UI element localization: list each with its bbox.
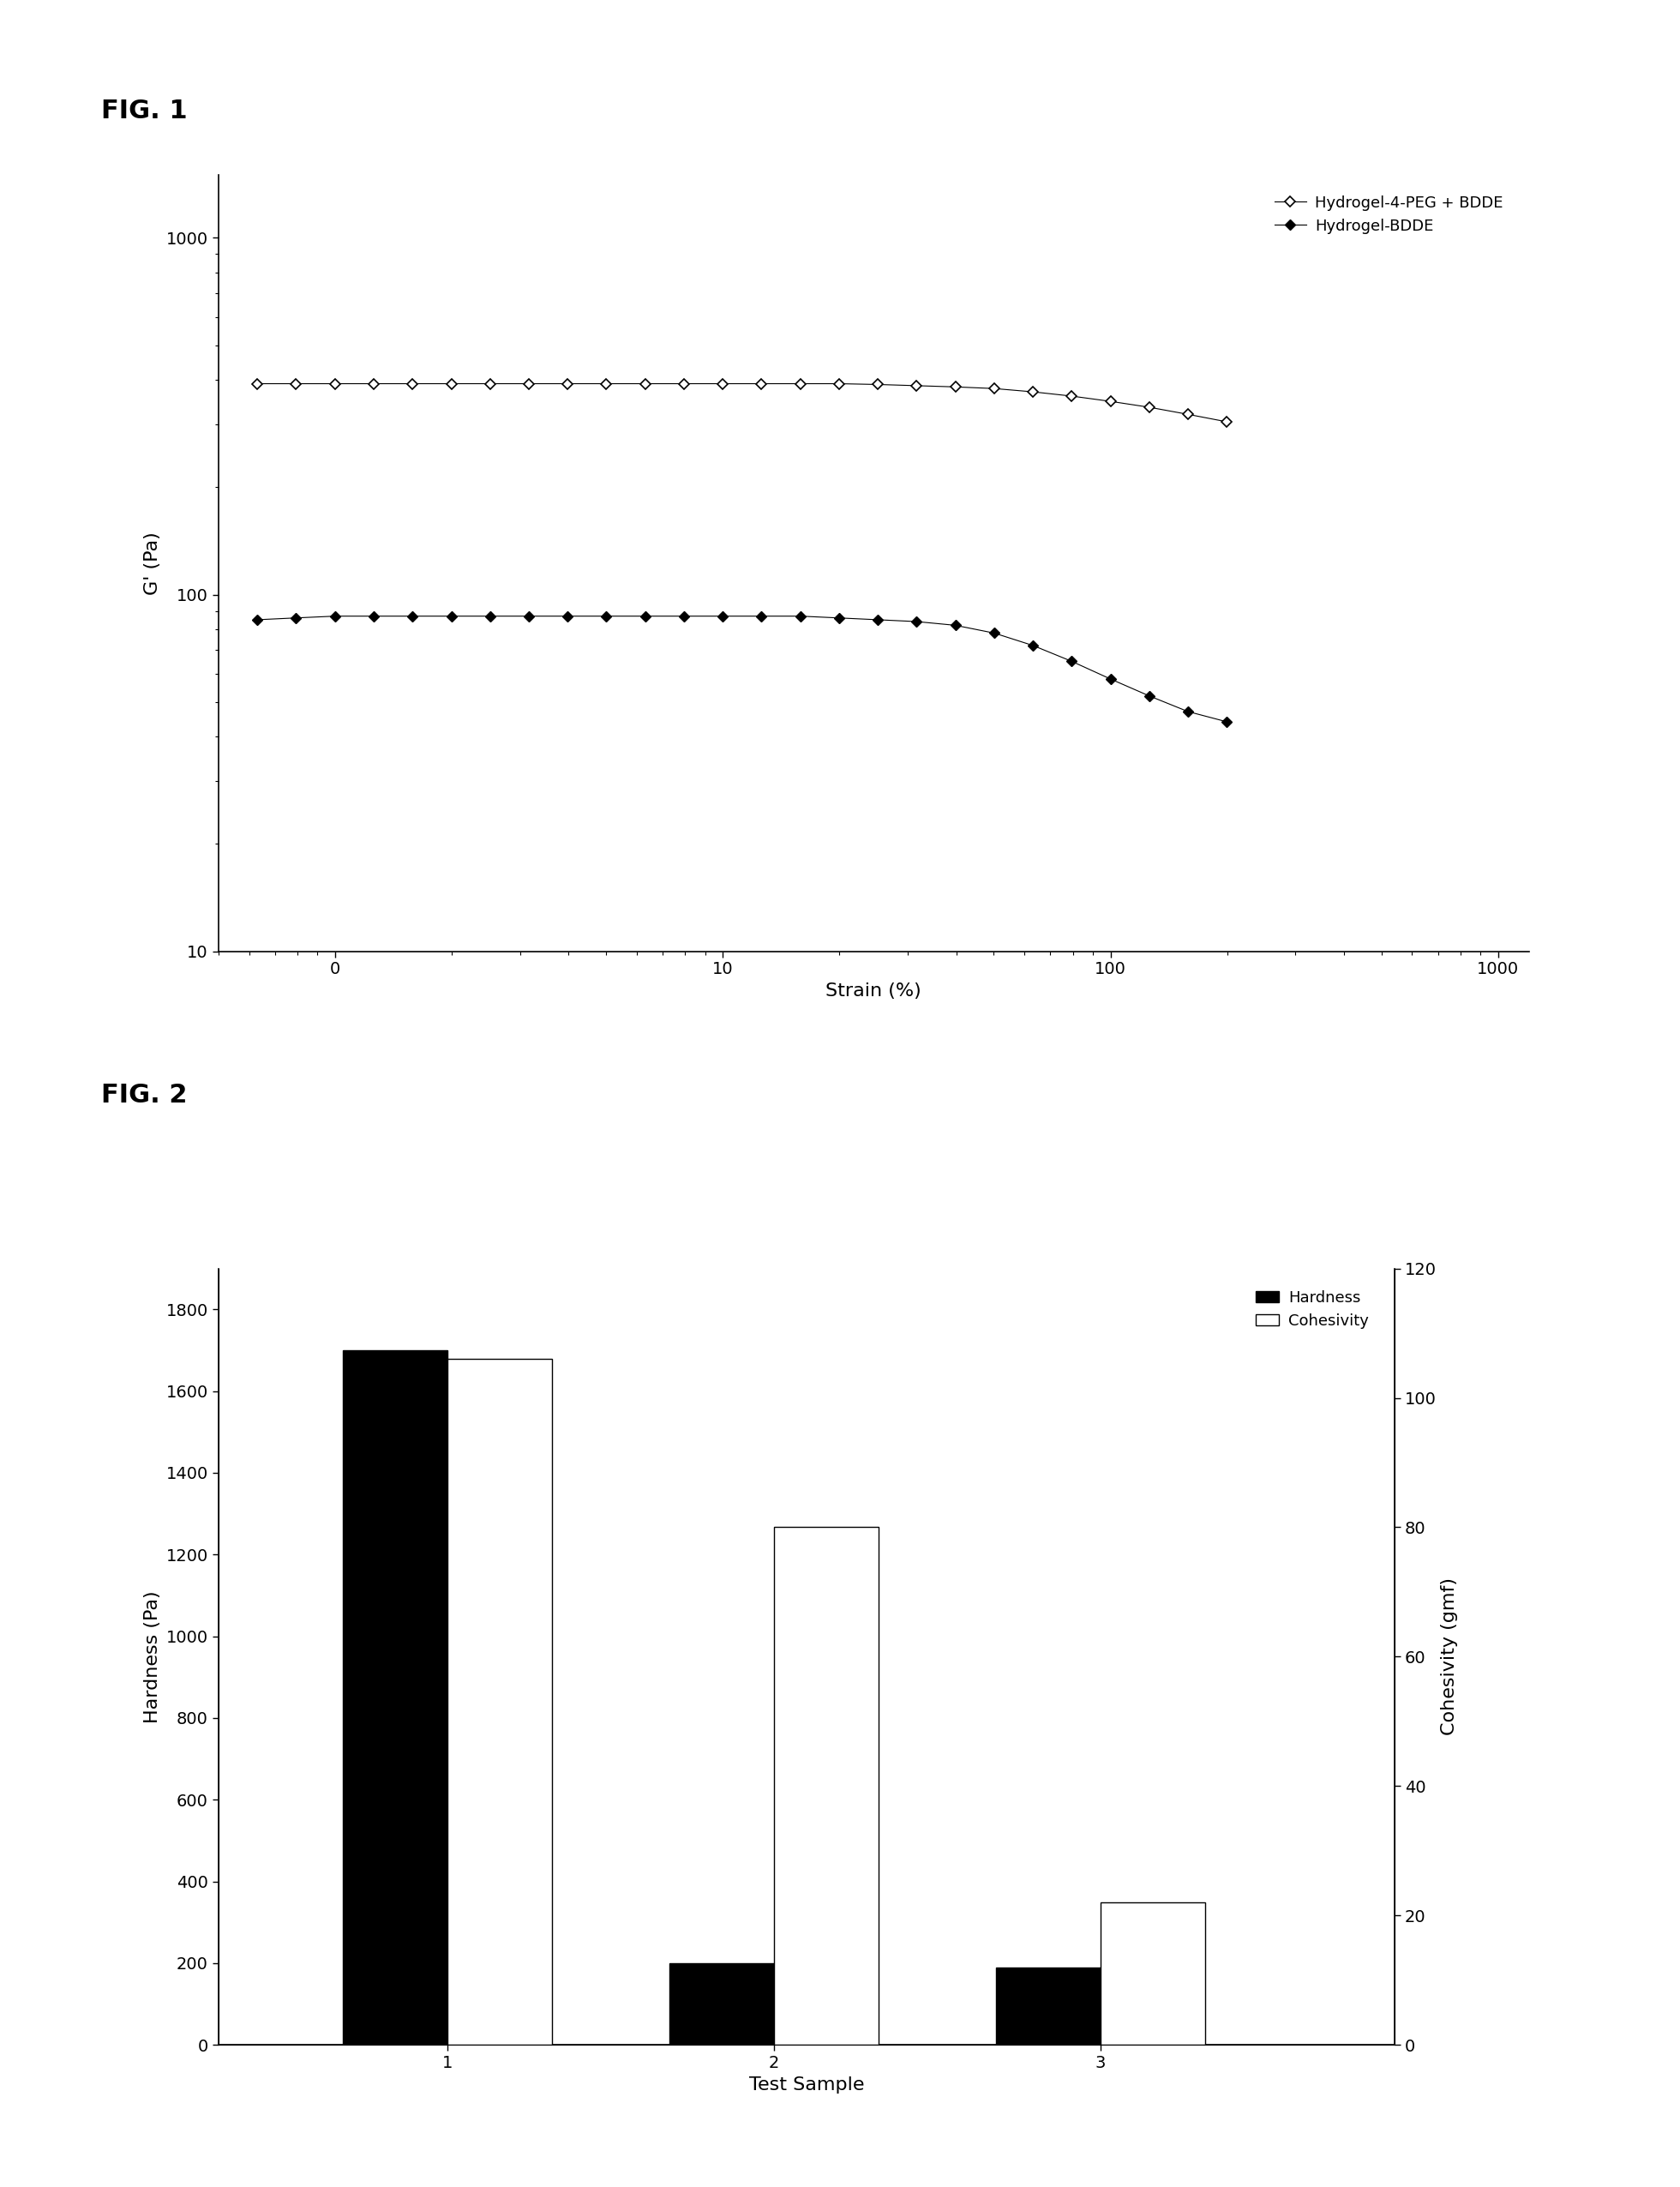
Hydrogel-BDDE — [402, 604, 422, 630]
Hydrogel-BDDE — [1216, 709, 1236, 735]
Hydrogel-4-PEG + BDDE — [596, 370, 617, 396]
Hydrogel-BDDE — [247, 606, 267, 632]
Hydrogel-4-PEG + BDDE — [286, 370, 306, 396]
Bar — [996, 1968, 1100, 2045]
Text: FIG. 1: FIG. 1 — [101, 98, 186, 122]
Text: FIG. 2: FIG. 2 — [101, 1083, 186, 1107]
Hydrogel-4-PEG + BDDE — [1023, 378, 1043, 405]
Hydrogel-BDDE — [519, 604, 539, 630]
Hydrogel-BDDE — [907, 608, 927, 634]
Hydrogel-4-PEG + BDDE — [1062, 383, 1082, 409]
Line: Hydrogel-4-PEG + BDDE: Hydrogel-4-PEG + BDDE — [254, 381, 1230, 424]
Hydrogel-4-PEG + BDDE — [946, 374, 966, 400]
Hydrogel-4-PEG + BDDE — [365, 370, 385, 396]
Hydrogel-4-PEG + BDDE — [635, 370, 655, 396]
Hydrogel-4-PEG + BDDE — [712, 370, 732, 396]
Hydrogel-BDDE — [1100, 665, 1121, 691]
Hydrogel-BDDE — [751, 604, 771, 630]
Hydrogel-BDDE — [324, 604, 344, 630]
X-axis label: Test Sample: Test Sample — [749, 2075, 864, 2093]
Hydrogel-4-PEG + BDDE — [790, 370, 810, 396]
Hydrogel-BDDE — [1139, 682, 1159, 709]
Legend: Hydrogel-4-PEG + BDDE, Hydrogel-BDDE: Hydrogel-4-PEG + BDDE, Hydrogel-BDDE — [1270, 190, 1509, 238]
Y-axis label: Hardness (Pa): Hardness (Pa) — [144, 1590, 161, 1723]
Hydrogel-BDDE — [365, 604, 385, 630]
Legend: Hardness, Cohesivity: Hardness, Cohesivity — [1250, 1284, 1374, 1334]
Hydrogel-BDDE — [946, 612, 966, 639]
Hydrogel-4-PEG + BDDE — [869, 372, 889, 398]
Hydrogel-4-PEG + BDDE — [402, 370, 422, 396]
Hydrogel-BDDE — [869, 606, 889, 632]
Hydrogel-4-PEG + BDDE — [828, 370, 848, 396]
Y-axis label: Cohesivity (gmf): Cohesivity (gmf) — [1441, 1577, 1458, 1736]
Hydrogel-BDDE — [442, 604, 462, 630]
Line: Hydrogel-BDDE: Hydrogel-BDDE — [254, 612, 1230, 726]
Bar — [1100, 1903, 1205, 2045]
Hydrogel-4-PEG + BDDE — [1100, 389, 1121, 416]
Hydrogel-BDDE — [480, 604, 501, 630]
Hydrogel-4-PEG + BDDE — [558, 370, 578, 396]
Hydrogel-BDDE — [828, 606, 848, 632]
Hydrogel-4-PEG + BDDE — [480, 370, 501, 396]
Hydrogel-4-PEG + BDDE — [1178, 400, 1198, 426]
Hydrogel-4-PEG + BDDE — [247, 370, 267, 396]
Hydrogel-4-PEG + BDDE — [984, 376, 1005, 402]
Hydrogel-4-PEG + BDDE — [674, 370, 694, 396]
Bar — [343, 1349, 447, 2045]
Hydrogel-BDDE — [1178, 698, 1198, 724]
Hydrogel-BDDE — [790, 604, 810, 630]
Hydrogel-4-PEG + BDDE — [1216, 409, 1236, 435]
Hydrogel-4-PEG + BDDE — [324, 370, 344, 396]
Hydrogel-BDDE — [558, 604, 578, 630]
X-axis label: Strain (%): Strain (%) — [825, 982, 922, 999]
Hydrogel-BDDE — [1023, 632, 1043, 658]
Hydrogel-BDDE — [674, 604, 694, 630]
Hydrogel-BDDE — [984, 619, 1005, 645]
Bar — [669, 1964, 774, 2045]
Hydrogel-BDDE — [596, 604, 617, 630]
Hydrogel-4-PEG + BDDE — [442, 370, 462, 396]
Bar — [774, 1527, 879, 2045]
Hydrogel-BDDE — [635, 604, 655, 630]
Bar — [447, 1358, 551, 2045]
Hydrogel-4-PEG + BDDE — [519, 370, 539, 396]
Hydrogel-BDDE — [712, 604, 732, 630]
Hydrogel-4-PEG + BDDE — [751, 370, 771, 396]
Hydrogel-4-PEG + BDDE — [907, 372, 927, 398]
Y-axis label: G' (Pa): G' (Pa) — [144, 531, 161, 595]
Hydrogel-BDDE — [286, 606, 306, 632]
Hydrogel-4-PEG + BDDE — [1139, 394, 1159, 420]
Hydrogel-BDDE — [1062, 647, 1082, 674]
